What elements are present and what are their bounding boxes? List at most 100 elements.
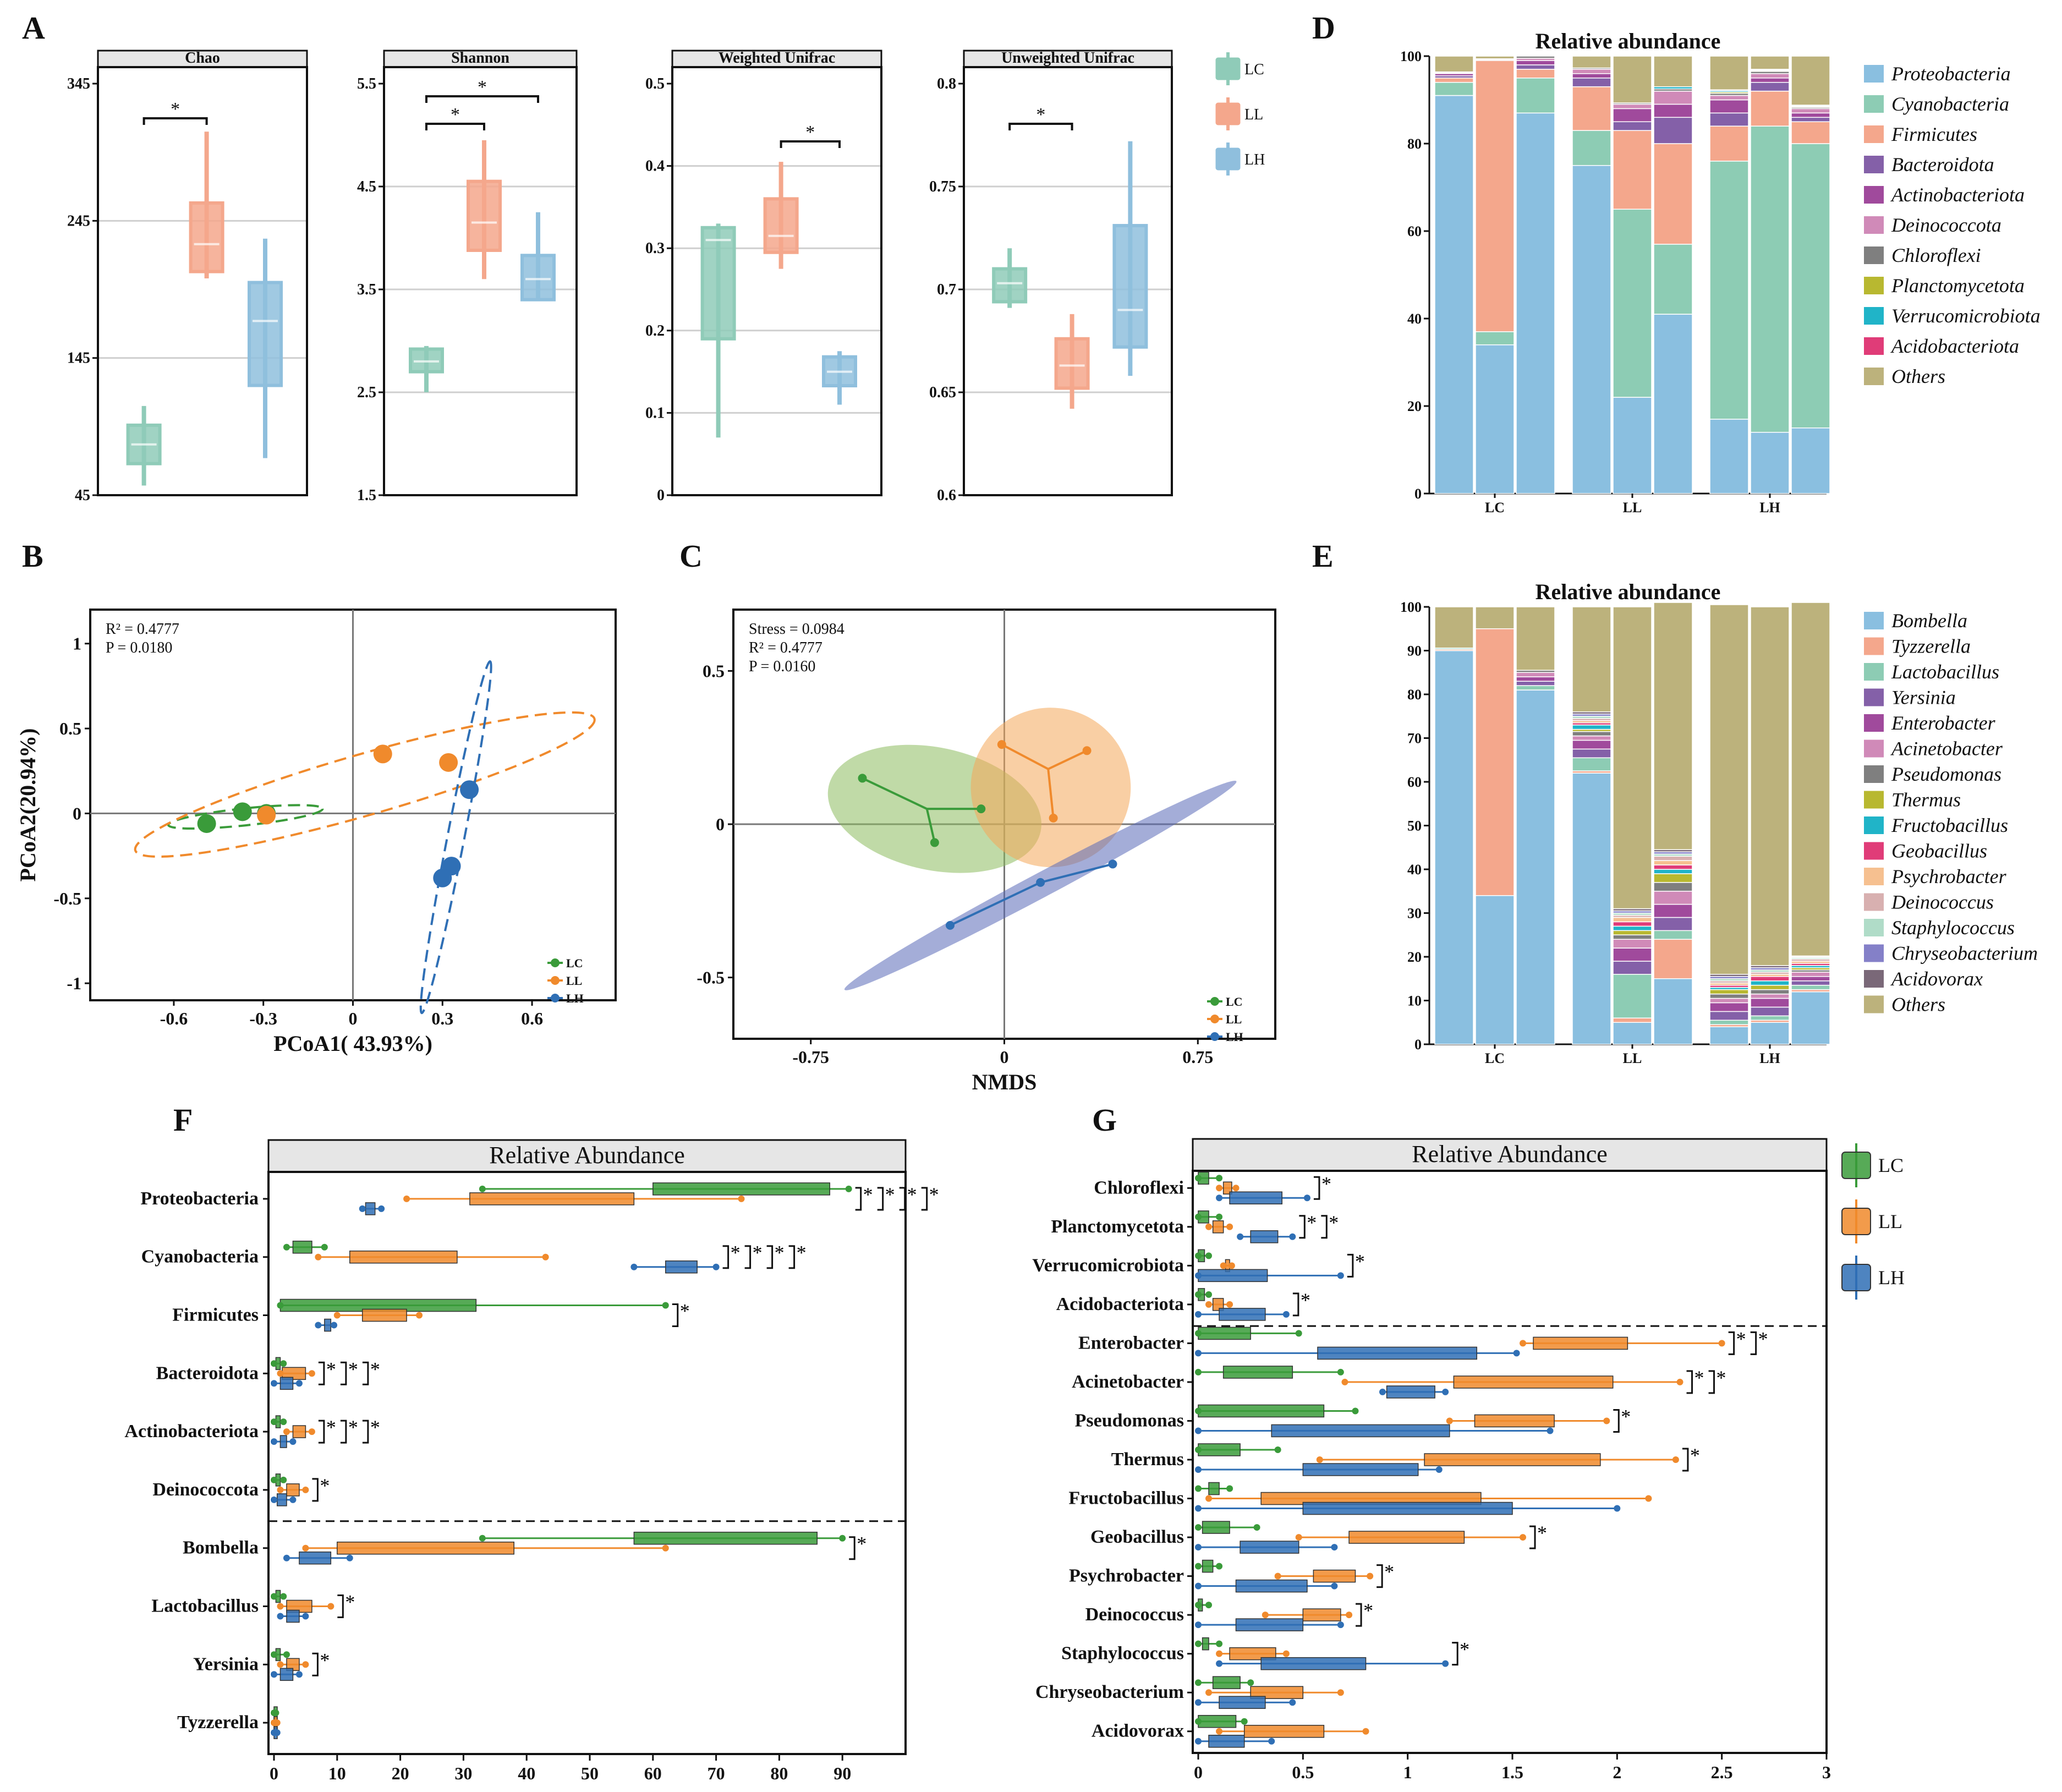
significance-star: *	[863, 1183, 873, 1205]
point-LH	[1036, 878, 1045, 887]
box-LH	[1302, 1463, 1419, 1476]
legend-label: Staphylococcus	[1891, 917, 2015, 939]
bar-segment-yersinia	[1613, 961, 1652, 975]
point-LH	[1337, 1621, 1344, 1629]
y-tick-label: 0	[657, 487, 665, 504]
bar-segment-bacteroidota	[1653, 117, 1693, 144]
legend-label: Enterobacter	[1891, 712, 1996, 734]
x-tick-label: LC	[1485, 1050, 1505, 1066]
point-LC	[1195, 1407, 1202, 1415]
bar-segment-bacteroidota	[1791, 117, 1830, 123]
x-tick-label: 50	[581, 1763, 599, 1783]
significance-star: *	[775, 1242, 785, 1264]
y-tick-label: -0.5	[697, 968, 725, 988]
chart-title: Relative abundance	[1535, 579, 1721, 604]
legend-label: Planctomycetota	[1891, 275, 2025, 297]
significance-star: *	[326, 1416, 336, 1438]
x-tick-label: 0.6	[521, 1009, 543, 1028]
bar-segment-thermus	[1709, 989, 1749, 995]
y-tick-label: 45	[75, 487, 90, 504]
bar-segment-bombella	[1572, 772, 1611, 1045]
box-LL	[1243, 1724, 1325, 1738]
x-tick-label: 60	[644, 1763, 662, 1783]
point-LL	[302, 1486, 309, 1493]
point-LC	[1195, 1485, 1202, 1492]
point-LL	[308, 1370, 315, 1377]
box-LH	[1229, 1191, 1283, 1205]
point-LC	[271, 1476, 277, 1483]
box-LL	[763, 197, 799, 254]
point-LH	[1195, 1738, 1202, 1745]
bar-segment-chloroflexi	[1516, 56, 1555, 59]
point-LH	[295, 1671, 303, 1678]
legend-label: LC	[566, 956, 583, 970]
bar-segment-proteobacteria	[1750, 431, 1790, 494]
point-LC	[858, 774, 867, 783]
x-tick-label: LL	[1623, 1050, 1642, 1066]
y-tick-label: 1	[73, 634, 81, 654]
y-tick-label: 0	[716, 814, 725, 834]
box-LH	[324, 1318, 332, 1332]
bar-segment-proteobacteria	[1653, 314, 1693, 494]
box-LL	[1348, 1531, 1465, 1544]
bar-segment-thermus	[1750, 984, 1790, 990]
significance-bracket	[1299, 1215, 1306, 1239]
bar-segment-lactobacillus	[1750, 1015, 1790, 1021]
point-LH	[283, 1554, 290, 1561]
legend-swatch-LH	[1215, 147, 1241, 171]
box-LL	[349, 1250, 458, 1264]
significance-bracket	[1708, 1370, 1715, 1394]
horizontal-boxplot-G: Relative Abundance 0 0.5 1 1.5 2 2.5 3 Chlorofle…	[1032, 1138, 1905, 1782]
x-tick-label: 20	[392, 1763, 409, 1783]
significance-star: *	[171, 99, 180, 119]
point-LH	[346, 1554, 353, 1561]
point-LH	[1108, 859, 1117, 869]
significance-bracket	[312, 1478, 319, 1502]
legend-label: LH	[1226, 1030, 1243, 1044]
point-LH	[1282, 1311, 1290, 1318]
bar-segment-firmicutes	[1709, 125, 1749, 162]
box-LC	[1202, 1521, 1230, 1534]
bar-segment-bacteroidota	[1516, 64, 1555, 70]
point-LH	[1289, 1699, 1296, 1706]
legend-label: LH	[566, 991, 584, 1005]
bar-segment-cyanobacteria	[1613, 209, 1652, 398]
row-label: Enterobacter	[1078, 1333, 1184, 1353]
significance-star: *	[1363, 1599, 1373, 1621]
point-LH	[1195, 1544, 1202, 1551]
point-LH	[271, 1671, 277, 1678]
box-LH	[299, 1551, 332, 1565]
facet-title: Weighted Unifrac	[719, 50, 835, 67]
bar-segment-acinetobacter	[1516, 672, 1555, 677]
box-LC	[1198, 1327, 1251, 1340]
legend-swatch	[1864, 307, 1884, 325]
facet-strip	[963, 50, 1173, 68]
y-tick-label: 245	[67, 212, 90, 229]
point-LL	[662, 1544, 669, 1552]
spider-line-LC	[862, 777, 928, 810]
point-LL	[1316, 1456, 1323, 1463]
legend-swatch-LC	[1215, 57, 1241, 80]
legend-label: Actinobacteriota	[1890, 184, 2025, 206]
point-LC	[1195, 1213, 1202, 1220]
bar-segment-enterobacter	[1653, 903, 1693, 918]
x-tick-label: 70	[708, 1763, 725, 1783]
x-axis-label: PCoA1( 43.93%)	[273, 1031, 432, 1056]
x-tick-label: 3	[1822, 1762, 1831, 1782]
significance-star: *	[370, 1358, 380, 1380]
x-axis-label: NMDS	[972, 1070, 1037, 1094]
significance-bracket	[425, 123, 485, 130]
box-LL	[361, 1308, 407, 1322]
point-LH	[271, 1438, 277, 1445]
point-LC	[1352, 1407, 1359, 1415]
significance-bracket	[744, 1245, 752, 1269]
box-LC	[1202, 1559, 1214, 1573]
significance-star: *	[1690, 1444, 1700, 1466]
point-LL	[327, 1603, 334, 1610]
significance-star: *	[1329, 1212, 1339, 1234]
box-LL	[337, 1541, 514, 1555]
point-LC	[1216, 1175, 1223, 1182]
row-label: Verrucomicrobiota	[1032, 1255, 1184, 1275]
point-LC	[280, 1360, 287, 1367]
legend-label: Fructobacillus	[1891, 814, 2008, 836]
